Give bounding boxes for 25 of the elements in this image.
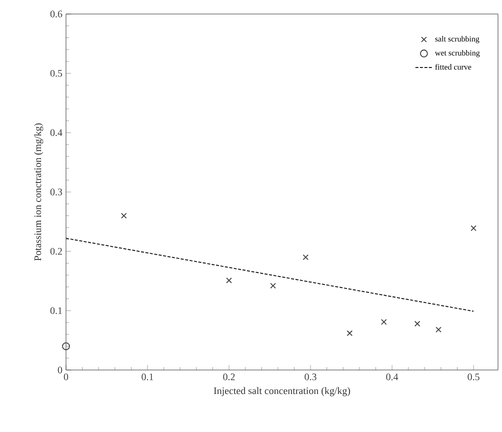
x-tick-label: 0.1 — [142, 374, 154, 380]
x-axis-title: Injected salt concentration (kg/kg) — [214, 387, 350, 396]
x-tick-label: 0.5 — [468, 374, 480, 380]
x-tick-label: 0.4 — [386, 374, 398, 380]
point — [380, 319, 387, 325]
point — [346, 330, 353, 336]
point — [470, 225, 476, 232]
point — [120, 212, 127, 219]
y-tick-label: 0 — [58, 366, 62, 374]
y-tick-label: 0.3 — [50, 188, 62, 196]
point — [270, 282, 276, 289]
y-tick-label: 0.6 — [50, 10, 62, 18]
x-tick-label: 0.2 — [223, 374, 235, 380]
x-tick-label: 0.3 — [304, 374, 316, 380]
y-tick-label: 0.1 — [50, 307, 62, 314]
point — [62, 342, 70, 350]
point — [226, 277, 232, 284]
point — [414, 320, 420, 327]
y-tick-label: 0.5 — [50, 70, 62, 77]
y-tick-label: 0.2 — [50, 248, 62, 255]
x-tick-label: 0 — [64, 374, 68, 380]
point — [436, 326, 442, 333]
y-axis-title: Potassium ion conctration (mg/kg) — [34, 123, 44, 261]
y-tick-label: 0.4 — [50, 129, 62, 136]
point — [302, 254, 309, 260]
